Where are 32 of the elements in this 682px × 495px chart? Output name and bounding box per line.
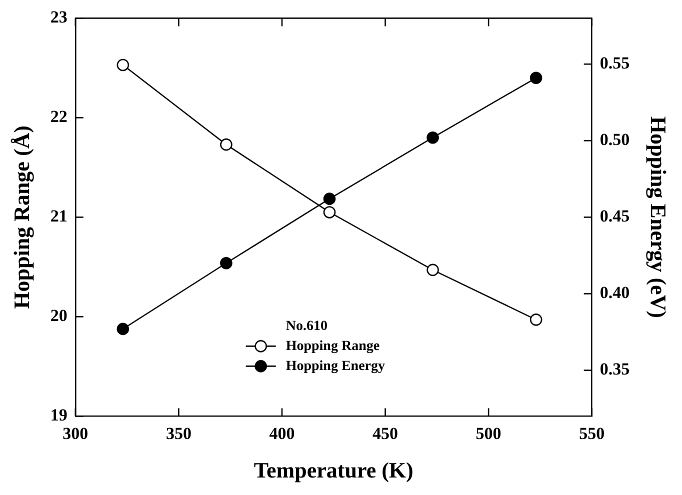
x-tick-label: 450	[372, 424, 398, 443]
legend-label: Hopping Energy	[286, 358, 386, 374]
y2-tick-label: 0.55	[600, 54, 630, 73]
point	[220, 138, 232, 151]
y2-axis-title: Hopping Energy (eV)	[646, 116, 672, 318]
legend-label: Hopping Range	[286, 338, 380, 354]
point	[116, 58, 130, 72]
point	[220, 256, 232, 270]
x-tick-label: 400	[269, 424, 295, 443]
y2-tick-label: 0.40	[600, 283, 630, 302]
x-tick-label: 550	[579, 424, 605, 443]
y-tick-label: 22	[50, 107, 68, 126]
legend-title: No.610	[286, 318, 328, 334]
x-tick-label: 500	[476, 424, 502, 443]
point	[426, 131, 439, 144]
y2-tick-label: 0.35	[600, 360, 630, 379]
y-tick-label: 23	[50, 8, 68, 27]
y-tick-label: 19	[50, 406, 68, 425]
point	[530, 314, 542, 326]
x-tick-label: 300	[62, 424, 88, 443]
point	[426, 264, 439, 276]
point	[116, 322, 130, 336]
y-axis-title: Hopping Range (Å)	[8, 126, 34, 309]
y2-tick-label: 0.45	[600, 206, 630, 226]
x-axis-title: Temperature (K)	[254, 457, 414, 482]
point	[530, 72, 542, 84]
y2-tick-label: 0.50	[600, 130, 630, 150]
point	[323, 206, 336, 218]
y-tick-label: 20	[50, 306, 68, 326]
x-tick-label: 350	[166, 424, 192, 443]
y-tick-label: 21	[50, 206, 68, 226]
point	[323, 192, 336, 205]
